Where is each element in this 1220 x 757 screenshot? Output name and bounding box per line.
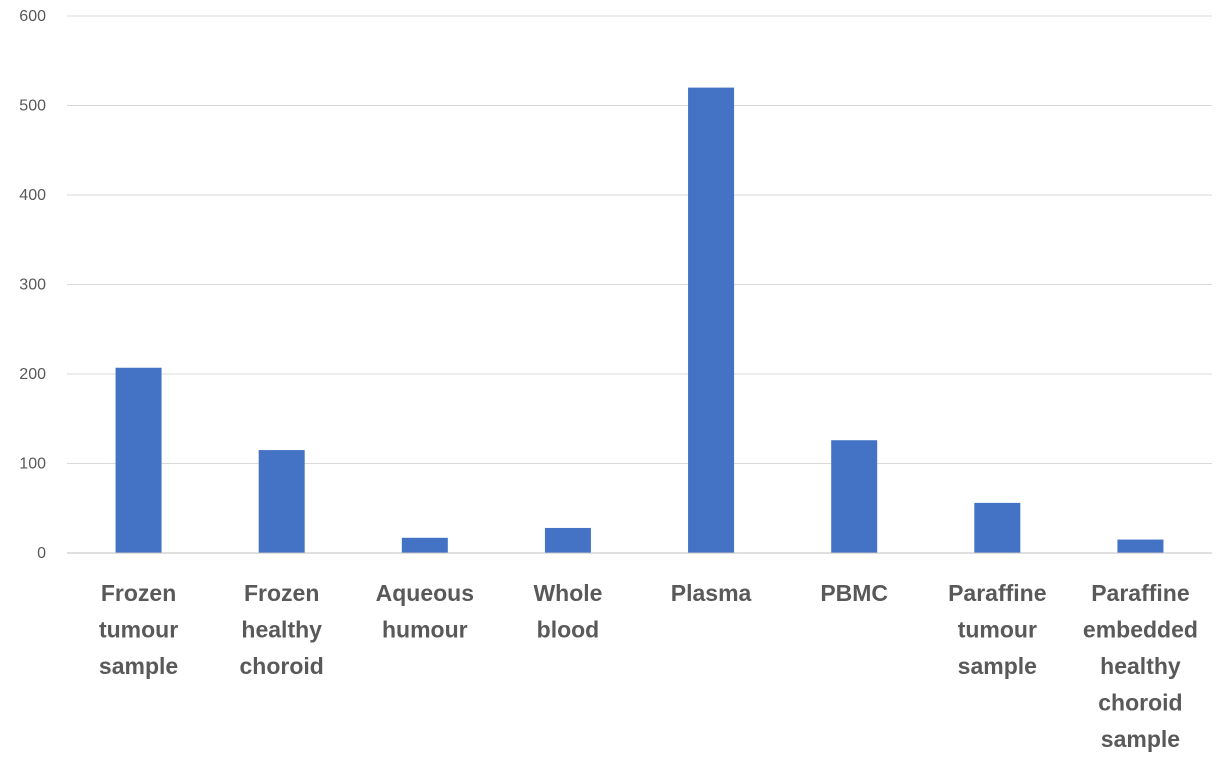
y-tick-label: 100 [19, 456, 46, 473]
x-tick-label: Frozen healthy choroid [240, 580, 324, 679]
x-tick-label: Paraffine embedded healthy choroid sample [1083, 580, 1198, 752]
x-tick-label: Plasma [671, 580, 752, 606]
x-tick-label-line: healthy [241, 617, 322, 643]
x-tick-label: Aqueous humour [376, 580, 474, 643]
x-tick-label-line: healthy [1100, 653, 1181, 679]
x-tick-label-line: choroid [240, 653, 324, 679]
x-tick-label-line: Whole [533, 580, 602, 606]
x-tick-label: Whole blood [533, 580, 602, 643]
x-tick-label-line: blood [537, 617, 600, 643]
x-tick-label-line: tumour [99, 617, 178, 643]
x-tick-label-line: sample [1101, 726, 1180, 752]
x-tick-label-line: choroid [1098, 690, 1182, 716]
bar [258, 450, 305, 553]
x-tick-label-line: Paraffine [1091, 580, 1189, 606]
x-axis-tick-labels: Frozen tumour sample Frozen healthy choroid Aq… [99, 580, 1198, 752]
x-tick-label-line: PBMC [820, 580, 888, 606]
y-tick-label: 600 [19, 8, 46, 25]
y-tick-label: 400 [19, 187, 46, 204]
bar [544, 527, 591, 553]
x-tick-label-line: Frozen [101, 580, 176, 606]
gridlines [67, 15, 1212, 464]
y-tick-label: 300 [19, 277, 46, 294]
y-tick-label: 200 [19, 366, 46, 383]
x-tick-label-line: Plasma [671, 580, 752, 606]
y-axis-tick-labels: 0 100 200 300 400 500 600 [19, 8, 46, 562]
x-tick-label-line: embedded [1083, 617, 1198, 643]
bar [115, 367, 162, 553]
bar [974, 502, 1021, 553]
x-tick-label-line: sample [958, 653, 1037, 679]
x-tick-label: Frozen tumour sample [99, 580, 178, 679]
y-tick-label: 500 [19, 98, 46, 115]
x-tick-label-line: Aqueous [376, 580, 474, 606]
x-tick-label: PBMC [820, 580, 888, 606]
bars [115, 87, 1164, 553]
x-tick-label-line: Frozen [244, 580, 319, 606]
x-tick-label-line: sample [99, 653, 178, 679]
bar [401, 537, 448, 553]
bar [831, 440, 878, 553]
x-tick-label-line: tumour [958, 617, 1037, 643]
x-tick-label: Paraffine tumour sample [948, 580, 1046, 679]
bar [688, 87, 735, 553]
x-tick-label-line: humour [382, 617, 468, 643]
y-tick-label: 0 [37, 545, 46, 562]
bar [1117, 539, 1164, 553]
x-tick-label-line: Paraffine [948, 580, 1046, 606]
